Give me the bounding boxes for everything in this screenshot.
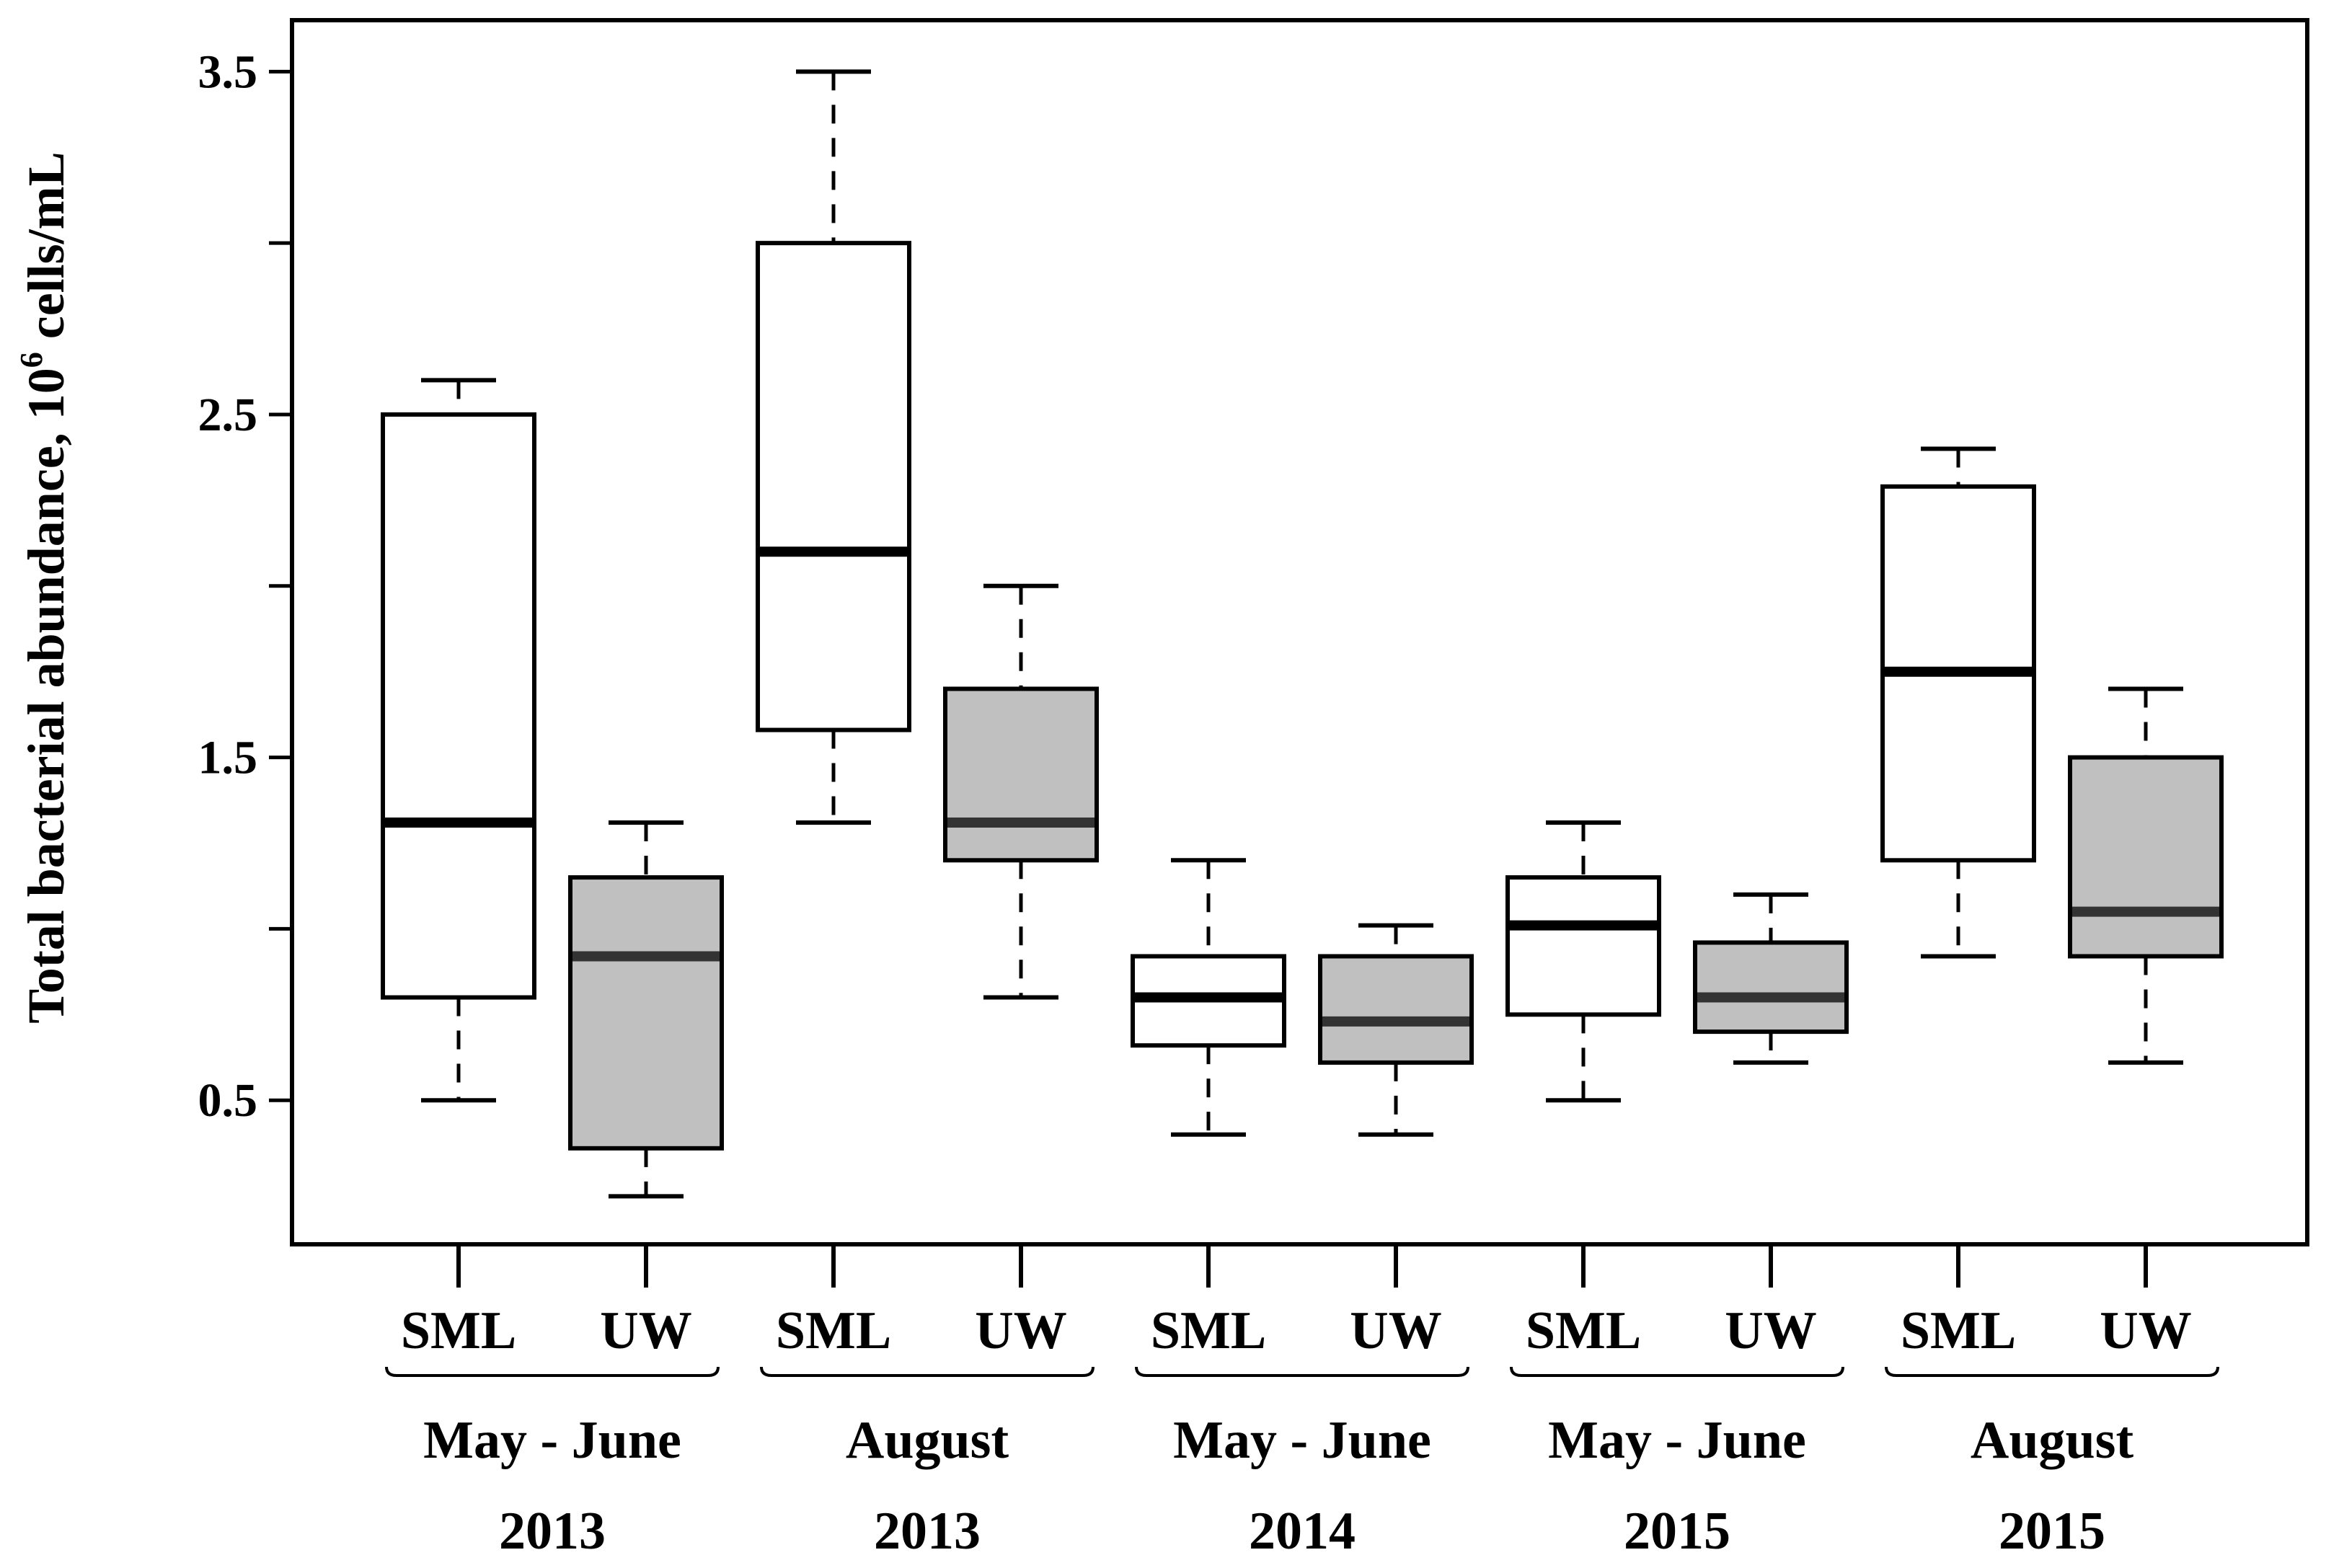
group-period-label: May - June bbox=[1548, 1411, 1806, 1470]
box-3-sml bbox=[756, 69, 911, 825]
iqr-box bbox=[756, 241, 911, 732]
y-tick-label-1.5: 1.5 bbox=[198, 732, 258, 784]
group-bracket bbox=[1135, 1366, 1469, 1377]
y-tick-label-0.5: 0.5 bbox=[198, 1074, 258, 1127]
group-period-label: May - June bbox=[423, 1411, 681, 1470]
group-bracket bbox=[760, 1366, 1095, 1377]
x-tick-label-7: SML bbox=[1526, 1301, 1641, 1360]
box-1-sml bbox=[381, 378, 536, 1103]
x-tick-label-9: SML bbox=[1901, 1301, 2016, 1360]
group-5: August 2015 bbox=[1885, 1366, 2219, 1561]
group-year-label: 2013 bbox=[499, 1502, 606, 1561]
y-tick-label-3.5: 3.5 bbox=[198, 45, 258, 98]
x-tick-label-3: SML bbox=[776, 1301, 891, 1360]
iqr-box bbox=[2068, 755, 2224, 959]
group-period-label: May - June bbox=[1173, 1411, 1431, 1470]
box-4-uw bbox=[943, 583, 1099, 1000]
group-1: May - June 2013 bbox=[385, 1366, 720, 1561]
box-6-uw bbox=[1318, 923, 1474, 1137]
x-tick-label-1: SML bbox=[401, 1301, 516, 1360]
group-4: May - June 2015 bbox=[1510, 1366, 1844, 1561]
group-year-label: 2014 bbox=[1249, 1502, 1356, 1561]
group-bracket bbox=[1510, 1366, 1844, 1377]
y-axis-label-main: Total bacterial abundance, 10 bbox=[17, 368, 75, 1023]
iqr-box bbox=[1693, 940, 1849, 1035]
x-tick-label-4: UW bbox=[975, 1301, 1066, 1360]
x-tick-label-6: UW bbox=[1350, 1301, 1441, 1360]
x-tick-label-8: UW bbox=[1725, 1301, 1816, 1360]
y-axis-label: Total bacterial abundance, 106 cells/mL bbox=[14, 151, 75, 1023]
y-axis: 0.5 1.5 2.5 3.5 bbox=[198, 45, 292, 1127]
box-10-uw bbox=[2068, 686, 2224, 1065]
group-bracket bbox=[385, 1366, 720, 1377]
group-3: May - June 2014 bbox=[1135, 1366, 1469, 1561]
group-year-label: 2015 bbox=[1624, 1502, 1730, 1561]
iqr-box bbox=[1318, 954, 1474, 1065]
x-tick-label-2: UW bbox=[600, 1301, 691, 1360]
group-year-label: 2013 bbox=[874, 1502, 981, 1561]
box-8-uw bbox=[1693, 892, 1849, 1065]
iqr-box bbox=[943, 686, 1099, 863]
group-bracket bbox=[1885, 1366, 2219, 1377]
y-axis-label-suffix: cells/mL bbox=[17, 151, 75, 352]
iqr-box bbox=[381, 412, 536, 1000]
y-tick-label-2.5: 2.5 bbox=[198, 389, 258, 441]
x-tick-label-10: UW bbox=[2100, 1301, 2191, 1360]
group-2: August 2013 bbox=[760, 1366, 1095, 1561]
box-9-sml bbox=[1880, 446, 2036, 959]
plot-frame bbox=[290, 18, 2309, 1246]
boxes bbox=[381, 69, 2224, 1199]
box-5-sml bbox=[1131, 858, 1286, 1137]
iqr-box bbox=[568, 875, 724, 1151]
box-2-uw bbox=[568, 820, 724, 1199]
group-period-label: August bbox=[1971, 1411, 2134, 1470]
x-tick-label-5: SML bbox=[1151, 1301, 1266, 1360]
y-axis-label-superscript: 6 bbox=[14, 352, 49, 368]
iqr-box bbox=[1505, 875, 1661, 1017]
group-period-label: August bbox=[846, 1411, 1009, 1470]
x-axis: SML UW SML UW SML UW SML UW SML UW bbox=[401, 1244, 2192, 1360]
group-year-label: 2015 bbox=[1999, 1502, 2105, 1561]
box-7-sml bbox=[1505, 820, 1661, 1103]
